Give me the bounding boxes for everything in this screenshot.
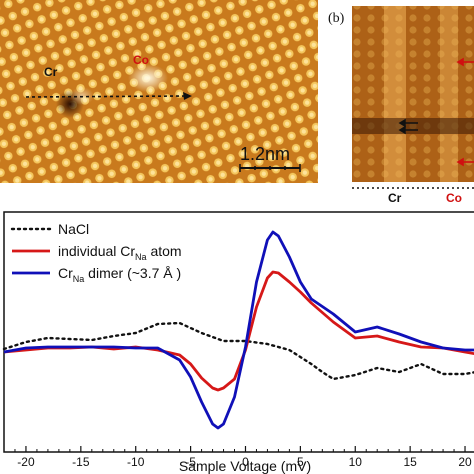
dimer-row-dark bbox=[352, 118, 474, 134]
panel-b: (b) Cr Co bbox=[328, 6, 474, 205]
series-layer bbox=[2, 230, 474, 430]
legend-label: CrNa dimer (~3.7 Å ) bbox=[58, 265, 181, 284]
co-atom-glow bbox=[128, 64, 168, 92]
x-tick-label: 0 bbox=[242, 455, 249, 469]
x-tick-label: 15 bbox=[403, 455, 417, 469]
co-column-stripe bbox=[440, 6, 458, 182]
panel-b-label: (b) bbox=[328, 11, 345, 26]
panel-b-image bbox=[352, 6, 474, 182]
panel-a-image: Cr Co 1.2nm bbox=[0, 0, 318, 183]
x-tick-label: -10 bbox=[127, 455, 145, 469]
scale-bar-label: 1.2nm bbox=[240, 144, 290, 164]
scale-bar-ticks bbox=[239, 164, 301, 172]
co-arrows bbox=[456, 57, 474, 167]
label-cr-b: Cr bbox=[388, 191, 402, 205]
cr-arrows bbox=[398, 118, 418, 135]
legend-label: NaCl bbox=[58, 221, 89, 237]
spectra-chart: -20 -15 -10 -5 0 5 10 15 20 NaCl individual CrNa … bbox=[2, 211, 474, 474]
legend-label: individual CrNa atom bbox=[58, 243, 182, 262]
x-tick-label: 10 bbox=[349, 455, 363, 469]
series-line-2 bbox=[3, 230, 474, 430]
label-co-b: Co bbox=[446, 191, 462, 205]
x-tick-label: 20 bbox=[458, 455, 472, 469]
x-axis-label: Sample Voltage (mV) bbox=[179, 458, 311, 474]
profile-arrow-line bbox=[25, 95, 187, 98]
x-tick-label: -15 bbox=[72, 455, 90, 469]
profile-arrow-head bbox=[183, 92, 192, 100]
x-tick-label: 5 bbox=[297, 455, 304, 469]
series-line-0 bbox=[2, 321, 474, 381]
plot-frame bbox=[3, 211, 474, 453]
x-axis-ticks: -20 -15 -10 -5 0 5 10 15 20 bbox=[3, 446, 472, 469]
x-tick-label: -20 bbox=[17, 455, 35, 469]
label-cr-a: Cr bbox=[44, 65, 58, 79]
legend: NaCl individual CrNa atom CrNa dimer (~3.7… bbox=[10, 221, 182, 284]
panel-a-lattice bbox=[0, 0, 318, 183]
cr-column-stripe bbox=[384, 6, 406, 182]
x-tick-label: -5 bbox=[185, 455, 196, 469]
label-co-a: Co bbox=[133, 53, 149, 67]
